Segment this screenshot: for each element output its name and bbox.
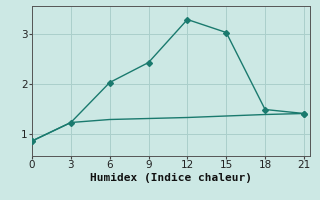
X-axis label: Humidex (Indice chaleur): Humidex (Indice chaleur): [90, 173, 252, 183]
